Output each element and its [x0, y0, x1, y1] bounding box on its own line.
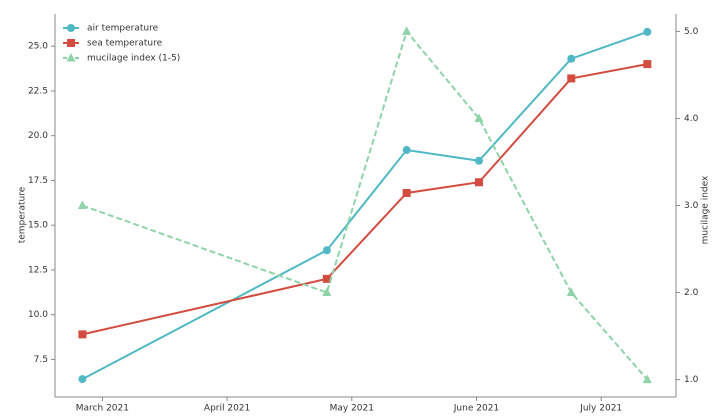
- data-point: [474, 178, 483, 187]
- legend-label: sea temperature: [87, 39, 163, 49]
- y-tick-label: 20.0: [28, 131, 48, 141]
- data-point: [642, 374, 652, 384]
- y-tick-label: 25.0: [28, 42, 48, 52]
- y2-tick-label: 2.0: [684, 288, 699, 298]
- legend: air temperature sea temperature mucilage i…: [63, 24, 180, 64]
- x-tick-label: May 2021: [330, 404, 374, 414]
- data-point: [566, 287, 576, 297]
- data-point: [402, 26, 412, 35]
- data-point: [643, 60, 652, 69]
- x-tick-label: June 2021: [453, 404, 499, 414]
- y-tick-label: 10.0: [28, 310, 48, 320]
- data-point: [643, 27, 652, 36]
- legend-label: air temperature: [87, 24, 159, 34]
- y2-axis-label: mucilage index: [701, 175, 711, 244]
- y-tick-label: 15.0: [28, 221, 48, 231]
- legend-marker: [67, 24, 75, 32]
- data-point: [402, 188, 411, 197]
- data-point: [322, 274, 331, 283]
- data-point: [78, 330, 87, 339]
- y-tick-label: 17.5: [28, 176, 48, 186]
- x-tick-label: July 2021: [579, 404, 622, 414]
- x-tick-label: March 2021: [76, 404, 129, 414]
- y-axis-label: temperature: [18, 186, 28, 243]
- series-line: [82, 29, 649, 381]
- series-line: [81, 30, 648, 380]
- series-line: [82, 63, 648, 336]
- y-tick-label: 22.5: [28, 86, 48, 96]
- data-point: [567, 74, 576, 83]
- y-tick-label: 7.5: [34, 355, 48, 365]
- y2-tick-label: 4.0: [684, 114, 699, 124]
- data-point: [474, 156, 483, 165]
- y2-tick-label: 3.0: [684, 201, 699, 211]
- x-tick-label: April 2021: [204, 404, 250, 414]
- legend-marker: [66, 53, 76, 62]
- data-point: [402, 146, 411, 155]
- legend-marker: [67, 39, 75, 47]
- data-point: [322, 287, 332, 297]
- y2-tick-label: 5.0: [684, 27, 699, 37]
- data-point: [322, 246, 331, 255]
- data-point: [474, 113, 484, 122]
- y2-tick-label: 1.0: [684, 375, 699, 385]
- data-point: [78, 375, 87, 384]
- y-tick-label: 12.5: [28, 265, 48, 275]
- legend-label: mucilage index (1-5): [87, 54, 180, 64]
- data-point: [77, 200, 87, 209]
- data-point: [567, 54, 576, 63]
